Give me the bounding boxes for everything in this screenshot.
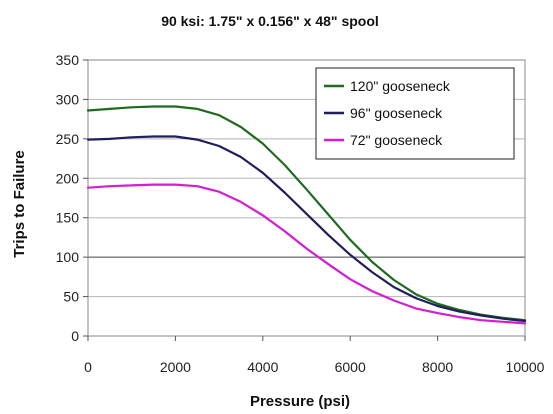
x-tick-label: 6000 <box>335 359 366 375</box>
legend-label: 72" gooseneck <box>350 132 443 148</box>
y-tick-label: 200 <box>56 170 80 186</box>
y-tick-label: 0 <box>71 328 79 344</box>
legend-box <box>315 67 515 160</box>
legend-label: 96" gooseneck <box>350 105 443 121</box>
legend-label: 120" gooseneck <box>350 78 451 94</box>
y-tick-label: 350 <box>56 52 80 68</box>
legend: 120" gooseneck 96" gooseneck 72" gooseneck <box>315 67 515 160</box>
y-tick-label: 100 <box>56 249 80 265</box>
y-tick-label: 50 <box>63 289 79 305</box>
y-tick-label: 250 <box>56 131 80 147</box>
x-tick-label: 4000 <box>247 359 278 375</box>
plot-area <box>87 59 526 337</box>
x-tick-label: 2000 <box>160 359 191 375</box>
x-tick-label: 8000 <box>422 359 453 375</box>
y-axis-label: Trips to Failure <box>11 150 28 258</box>
series-line-3 <box>86 183 527 325</box>
y-tick-label: 300 <box>56 91 80 107</box>
axis-ticks: 0 50 100 150 200 250 300 350 0 2000 4000 6000 8000 10… <box>56 52 545 375</box>
series-lines <box>86 105 527 325</box>
x-axis-label: Pressure (psi) <box>250 393 350 410</box>
x-tick-label: 0 <box>84 359 92 375</box>
chart-title: 90 ksi: 1.75" x 0.156" x 48" spool <box>161 13 379 29</box>
x-tick-label: 10000 <box>506 359 545 375</box>
series-line-1 <box>86 105 527 322</box>
grid-lines <box>88 59 525 337</box>
y-tick-label: 150 <box>56 210 80 226</box>
series-line-2 <box>86 135 527 323</box>
